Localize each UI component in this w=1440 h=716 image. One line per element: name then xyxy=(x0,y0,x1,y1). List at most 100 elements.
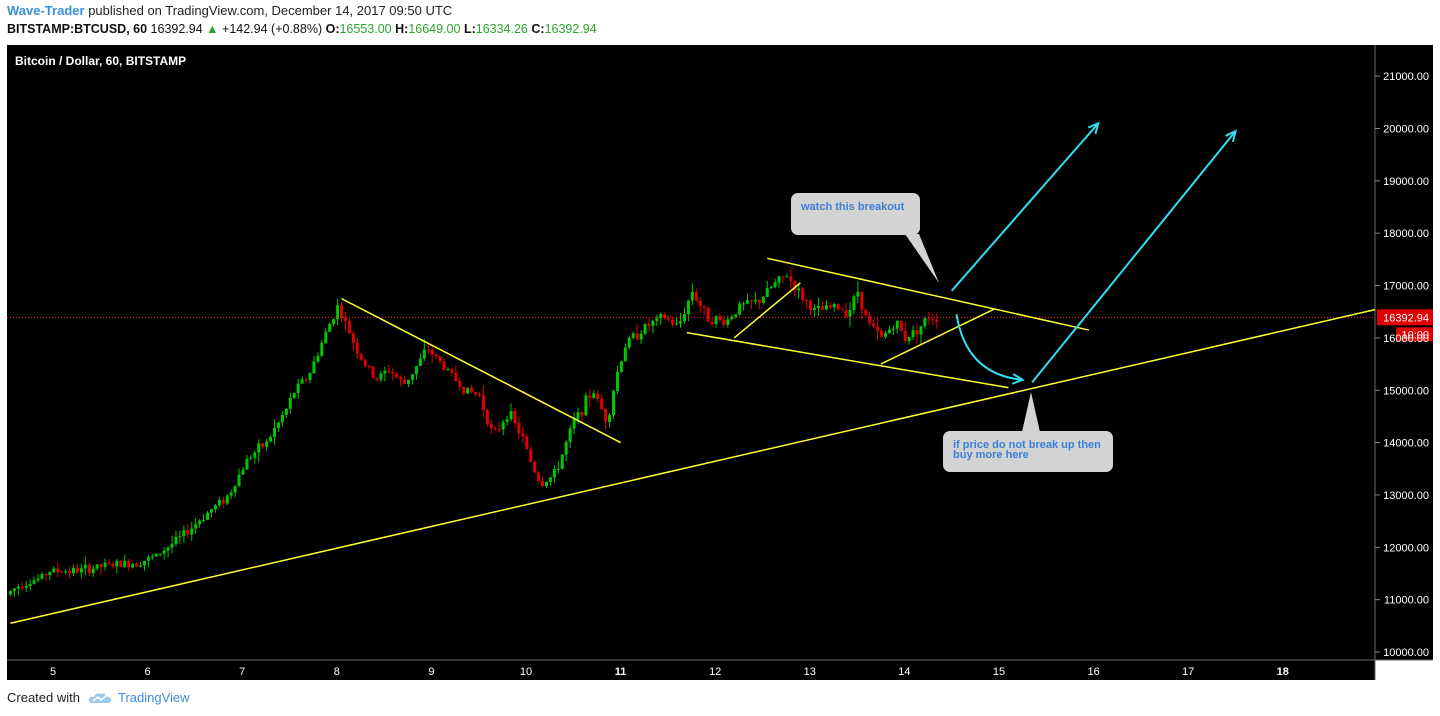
chart-title: Bitcoin / Dollar, 60, BITSTAMP xyxy=(15,54,186,68)
candle-body xyxy=(198,520,202,525)
candle-body xyxy=(655,318,659,321)
candle-body xyxy=(525,436,529,450)
candle-body xyxy=(560,454,564,469)
candle-body xyxy=(115,560,119,567)
candle-body xyxy=(852,296,856,311)
candle-body xyxy=(139,565,143,567)
candle-body xyxy=(722,319,726,325)
x-tick-label: 17 xyxy=(1182,666,1194,678)
candle-body xyxy=(186,530,190,535)
candle-body xyxy=(580,412,584,416)
trendline-minor-rise-2[interactable] xyxy=(880,308,995,365)
trendline-upper-wedge[interactable] xyxy=(767,257,1090,331)
up-arrow-icon: ▲ xyxy=(206,22,219,36)
candle-body xyxy=(619,361,623,372)
publish-line: Wave-Trader published on TradingView.com… xyxy=(7,3,452,18)
candle-body xyxy=(131,563,135,568)
x-tick-label: 13 xyxy=(804,666,816,678)
candle-body xyxy=(568,428,572,442)
candle-body xyxy=(631,333,635,338)
price-axis[interactable] xyxy=(1375,45,1433,660)
candle-body xyxy=(596,393,600,400)
candle-body xyxy=(474,392,478,395)
candle-body xyxy=(127,560,131,568)
candle-body xyxy=(174,536,178,544)
open-key: O: xyxy=(325,22,340,36)
candle-body xyxy=(923,318,927,327)
candle-body xyxy=(182,530,186,537)
candle-body xyxy=(304,379,308,381)
candle-body xyxy=(296,383,300,394)
arrow-pullback-curve[interactable] xyxy=(955,314,1023,381)
candle-body xyxy=(828,305,832,308)
candle-body xyxy=(359,353,363,360)
y-tick-label: 14000.00 xyxy=(1383,438,1429,450)
candle-body xyxy=(694,292,698,301)
candle-body xyxy=(213,505,217,510)
candle-body xyxy=(639,333,643,340)
candle-body xyxy=(426,349,430,351)
candle-body xyxy=(48,571,52,576)
candle-body xyxy=(497,429,501,431)
arrow-breakout-arrow[interactable] xyxy=(950,122,1100,292)
candle-body xyxy=(324,331,328,343)
candle-body xyxy=(832,303,836,308)
candle-body xyxy=(903,330,907,341)
annotation-watch-breakout[interactable]: watch this breakout xyxy=(791,193,920,235)
candle-body xyxy=(209,509,213,513)
annotation-buy-more[interactable]: if price do not break up then buy more h… xyxy=(943,431,1113,472)
candle-body xyxy=(454,372,458,381)
y-tick-label: 17000.00 xyxy=(1383,281,1429,293)
x-tick-label: 11 xyxy=(615,666,627,678)
close-value: 16392.94 xyxy=(544,22,597,36)
candle-body xyxy=(123,560,127,567)
candle-body xyxy=(438,356,442,362)
author-link[interactable]: Wave-Trader xyxy=(7,3,85,18)
countdown-value: 10:00 xyxy=(1401,329,1429,341)
candle-body xyxy=(816,306,820,309)
candle-body xyxy=(351,333,355,343)
candle-body xyxy=(194,524,198,529)
candle-body xyxy=(907,336,911,341)
candle-body xyxy=(343,317,347,321)
trendline-lower-wedge[interactable] xyxy=(686,331,1009,389)
annotation-buy-text: if price do not break up then buy more h… xyxy=(953,439,1101,461)
change-label: +142.94 (+0.88%) xyxy=(222,22,323,36)
candle-body xyxy=(292,393,296,398)
candle-body xyxy=(347,320,351,334)
plot-area[interactable] xyxy=(7,45,1375,660)
candle-body xyxy=(742,303,746,305)
candle-body xyxy=(541,480,545,487)
candle-body xyxy=(241,469,245,475)
candle-body xyxy=(667,318,671,320)
tradingview-link[interactable]: TradingView xyxy=(117,690,190,705)
candle-body xyxy=(600,399,604,410)
candle-body xyxy=(635,333,639,340)
candle-body xyxy=(99,564,103,568)
candle-body xyxy=(883,333,887,337)
candle-body xyxy=(363,359,367,366)
candle-body xyxy=(895,320,899,329)
candle-body xyxy=(24,586,28,588)
trendline-falling-resistance[interactable] xyxy=(341,297,621,444)
candle-body xyxy=(87,564,91,574)
candle-body xyxy=(20,586,24,588)
x-tick-label: 12 xyxy=(709,666,721,678)
candle-body xyxy=(663,314,667,319)
candle-body xyxy=(919,326,923,335)
candle-body xyxy=(777,276,781,283)
trendline-long-support[interactable] xyxy=(10,308,1376,624)
trendline-minor-rise-1[interactable] xyxy=(733,282,801,339)
time-axis[interactable] xyxy=(7,660,1375,680)
y-axis-ticks: 10000.00 11000.00 12000.00 13000.00 14000.00… xyxy=(1375,71,1429,659)
candle-body xyxy=(403,379,407,385)
candle-body xyxy=(249,457,253,459)
candle-body xyxy=(612,391,616,416)
candle-body xyxy=(529,449,533,462)
candle-body xyxy=(477,394,481,396)
arrow-buy-arrow[interactable] xyxy=(1031,130,1237,384)
candle-body xyxy=(781,276,785,278)
candle-body xyxy=(280,414,284,423)
candle-body xyxy=(276,422,280,428)
